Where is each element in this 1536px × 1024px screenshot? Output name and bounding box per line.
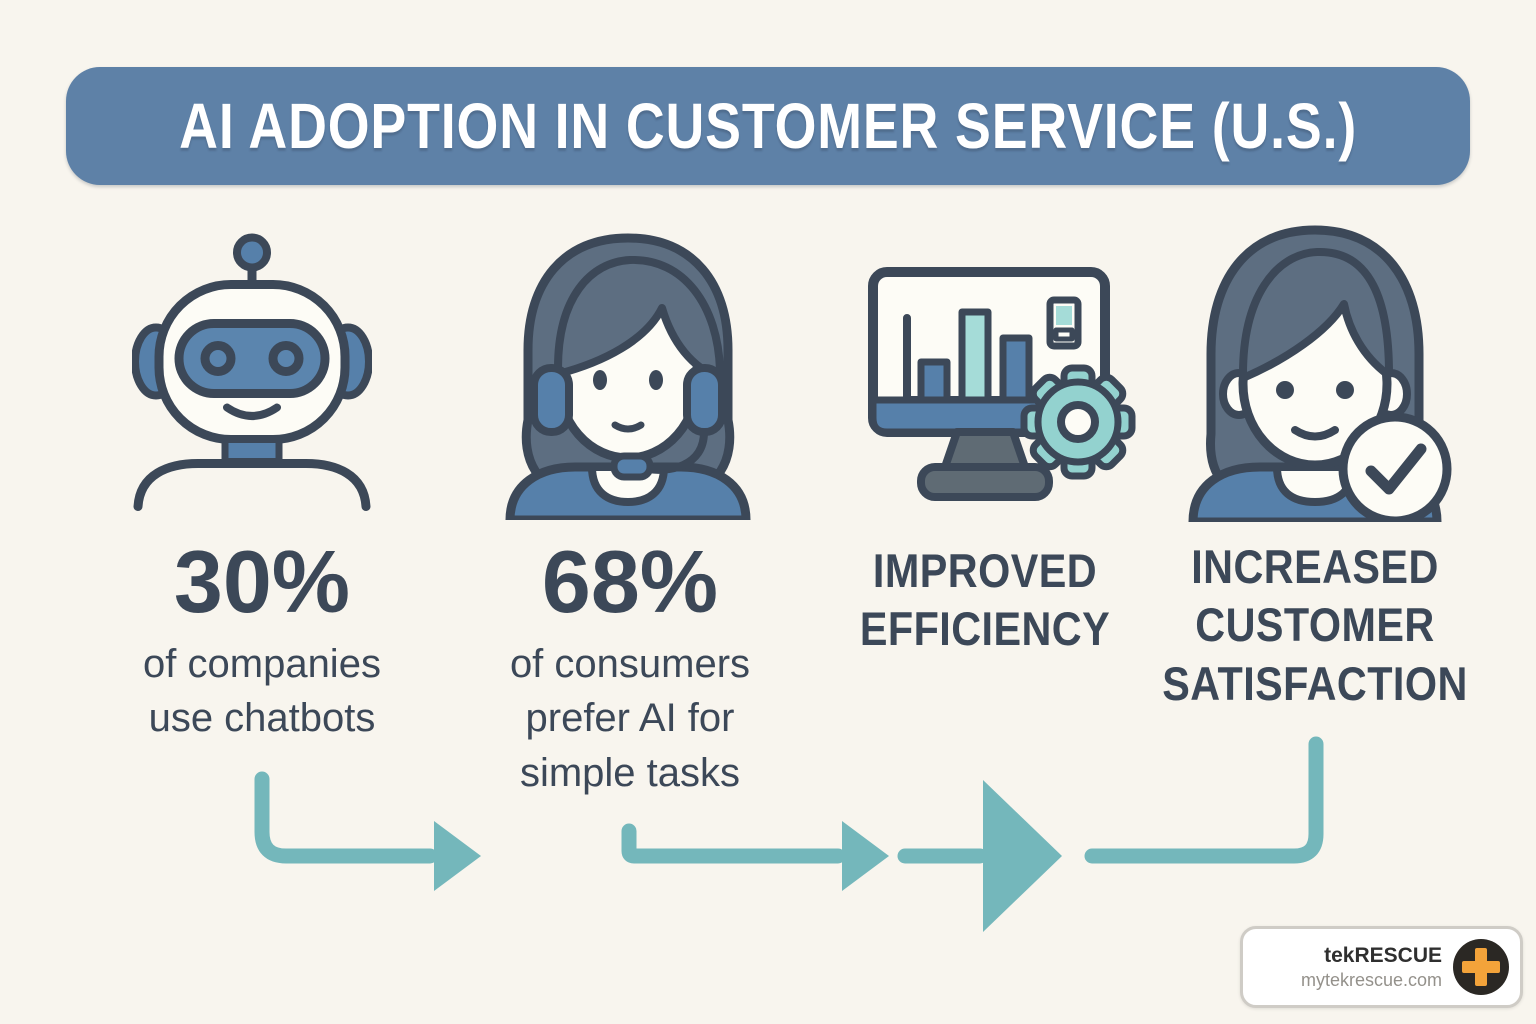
logo-text: tekRESCUE mytekrescue.com [1301,943,1442,992]
stat-caption-consumers: of consumers prefer AI for simple tasks [450,637,810,800]
flow-arrow-2-line [621,823,846,864]
headset-mic [610,452,654,481]
headset-earpiece-left [530,364,573,436]
orange-plus-icon [1453,939,1509,995]
support-agent-headset-icon [505,233,751,520]
robot-eye-right [268,341,304,376]
caption-line: prefer AI for [525,696,735,741]
flow-arrow-1-head [434,821,481,891]
logo-card: tekRESCUE mytekrescue.com [1240,926,1523,1008]
flow-arrow-2-head [842,821,889,891]
flow-arrow-1-line [254,771,438,864]
customer-eye-left [1276,381,1294,399]
label-improved-efficiency: IMPROVED EFFICIENCY [810,542,1160,659]
agent-smile [611,421,645,433]
caption-line: of companies [143,641,381,686]
caption-line: simple tasks [519,750,741,795]
chart-bar-3 [999,334,1033,404]
caption-line: of consumers [509,641,751,686]
customer-checkmark-icon [1188,225,1452,522]
robot-chatbot-icon [132,233,372,511]
widget-card-teal-block [1056,306,1072,325]
stat-chatbots: 30% of companies use chatbots [82,532,442,746]
caption-line: use chatbots [148,696,376,741]
robot-visor [174,319,330,398]
check-icon [1365,443,1427,495]
customer-smile [1291,426,1339,441]
logo-brand: tekRESCUE [1324,943,1442,967]
agent-eye-right [649,370,663,390]
robot-eye-left [200,341,236,376]
header-bar: AI ADOPTION IN CUSTOMER SERVICE (U.S.) [66,67,1470,185]
widget-card-line [1053,327,1075,342]
stat-consumers: 68% of consumers prefer AI for simple ta… [450,532,810,800]
flow-connector-4 [1084,736,1324,864]
antenna-ball [233,233,271,272]
label-line: IMPROVED [872,544,1098,597]
stat-value-consumers: 68% [541,532,719,631]
robot-smile [223,403,281,420]
checkmark-badge [1338,412,1452,522]
flow-arrow-3-head [983,780,1062,932]
stat-value-chatbots: 30% [173,532,351,631]
analytics-monitor-gear-icon [868,267,1136,501]
monitor-base [917,463,1053,501]
label-line: SATISFACTION [1162,656,1468,710]
label-increased-satisfaction: INCREASED CUSTOMER SATISFACTION [1140,538,1490,713]
customer-hair-fringe [1239,247,1393,382]
stat-caption-chatbots: of companies use chatbots [82,637,442,746]
page-title: AI ADOPTION IN CUSTOMER SERVICE (U.S.) [179,90,1357,162]
logo-website: mytekrescue.com [1300,969,1442,990]
label-line: EFFICIENCY [859,602,1111,656]
label-line: CUSTOMER [1195,598,1435,652]
customer-eye-right [1336,381,1354,399]
gear-icon [1020,364,1136,480]
label-line: INCREASED [1191,540,1439,593]
robot-shoulders [133,459,371,511]
agent-hair-fringe [554,255,724,382]
agent-eye-left [593,370,607,390]
